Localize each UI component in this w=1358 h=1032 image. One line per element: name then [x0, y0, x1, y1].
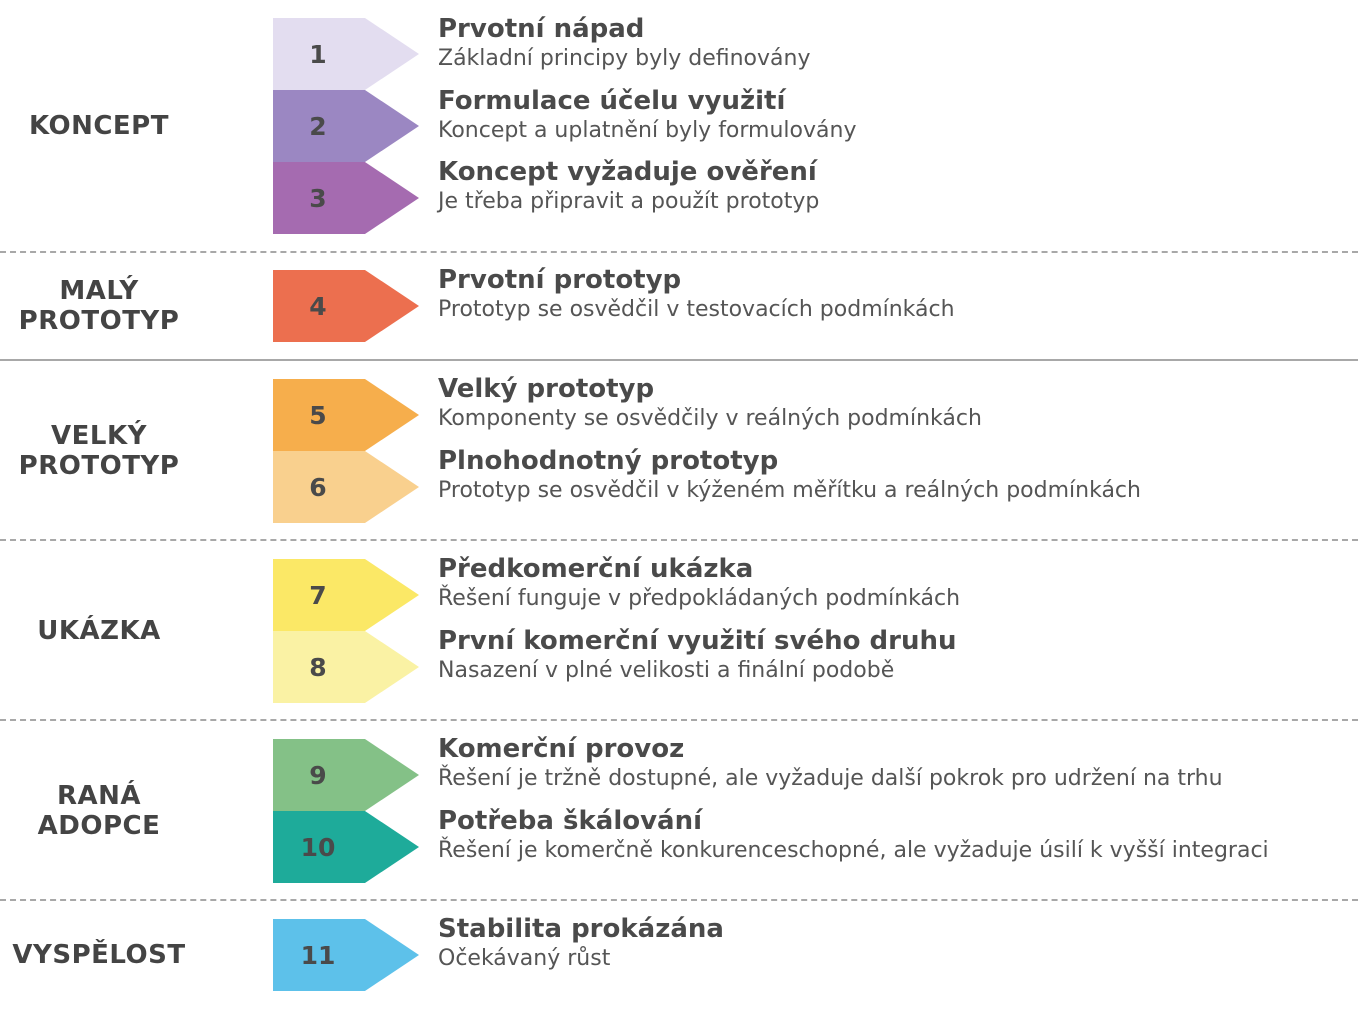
group-label-line: UKÁZKA — [37, 616, 161, 646]
stage-arrow: 5 — [273, 379, 419, 451]
stage-arrow: 10 — [273, 811, 419, 883]
group-label-maly-prototyp: MALÝ PROTOTYP — [0, 270, 198, 342]
stage-arrow: 8 — [273, 631, 419, 703]
stage-arrow: 7 — [273, 559, 419, 631]
stage-number: 11 — [300, 940, 336, 970]
stage-arrow: 6 — [273, 451, 419, 523]
stage-title: Prvotní prototyp — [438, 265, 682, 295]
stage-description: Řešení je komerčně konkurenceschopné, al… — [438, 838, 1269, 863]
stage-text: Plnohodnotný prototyp Prototyp se osvědč… — [438, 446, 1141, 506]
stage-text: Formulace účelu využití Koncept a uplatn… — [438, 86, 856, 146]
group-label-ukazka: UKÁZKA — [0, 595, 198, 667]
stage-text: Velký prototyp Komponenty se osvědčily v… — [438, 374, 982, 434]
stage-arrow: 4 — [273, 270, 419, 342]
stage-description: Očekávaný růst — [438, 946, 611, 971]
group-divider — [0, 251, 1358, 253]
stage-number: 9 — [309, 760, 327, 790]
group-label-line: RANÁ — [56, 781, 142, 811]
stage-number: 6 — [309, 472, 327, 502]
stage-arrow: 3 — [273, 162, 419, 234]
group-divider — [0, 719, 1358, 721]
group-label-line: PROTOTYP — [18, 451, 180, 481]
stage-arrow: 11 — [273, 919, 419, 991]
stage-description: Prototyp se osvědčil v testovacích podmí… — [438, 297, 955, 322]
stage-description: Prototyp se osvědčil v kýženém měřítku a… — [438, 478, 1141, 503]
stage-title: První komerční využití svého druhu — [438, 626, 957, 656]
stage-text: Koncept vyžaduje ověření Je třeba připra… — [438, 157, 819, 217]
group-label-rana-adopce: RANÁ ADOPCE — [0, 775, 198, 847]
stage-arrow: 2 — [273, 90, 419, 162]
group-label-line: ADOPCE — [37, 811, 161, 841]
stage-title: Potřeba škálování — [438, 806, 703, 836]
stage-number: 3 — [309, 183, 327, 213]
stage-title: Plnohodnotný prototyp — [438, 446, 779, 476]
stage-description: Koncept a uplatnění byly formulovány — [438, 118, 857, 143]
group-label-vyspelost: VYSPĚLOST — [0, 919, 198, 991]
group-label-line: KONCEPT — [29, 111, 169, 141]
group-divider — [0, 539, 1358, 541]
stage-number: 4 — [309, 291, 327, 321]
stage-title: Velký prototyp — [438, 374, 655, 404]
stage-text: Prvotní nápad Základní principy byly def… — [438, 14, 811, 74]
stage-text: Předkomerční ukázka Řešení funguje v pře… — [438, 554, 960, 614]
stage-text: První komerční využití svého druhu Nasaz… — [438, 626, 956, 686]
stage-number: 5 — [309, 400, 327, 430]
stage-text: Prvotní prototyp Prototyp se osvědčil v … — [438, 265, 955, 325]
stage-description: Je třeba připravit a použít prototyp — [438, 189, 820, 214]
stage-title: Předkomerční ukázka — [438, 554, 754, 584]
stage-text: Stabilita prokázána Očekávaný růst — [438, 914, 724, 974]
stage-arrow: 9 — [273, 739, 419, 811]
group-divider — [0, 899, 1358, 901]
stage-title: Komerční provoz — [438, 734, 685, 764]
group-label-velky-prototyp: VELKÝ PROTOTYP — [0, 415, 198, 487]
stage-description: Nasazení v plné velikosti a finální podo… — [438, 658, 895, 683]
stage-description: Komponenty se osvědčily v reálných podmí… — [438, 406, 982, 431]
stage-description: Základní principy byly definovány — [438, 46, 811, 71]
stage-number: 10 — [300, 832, 336, 862]
stage-title: Stabilita prokázána — [438, 914, 724, 944]
stage-description: Řešení funguje v předpokládaných podmínk… — [438, 586, 961, 611]
stage-number: 2 — [309, 111, 327, 141]
group-label-koncept: KONCEPT — [0, 90, 198, 162]
group-label-line: VELKÝ — [51, 421, 147, 451]
stage-title: Prvotní nápad — [438, 14, 645, 44]
stage-number: 7 — [309, 580, 327, 610]
stage-text: Potřeba škálování Řešení je komerčně kon… — [438, 806, 1269, 866]
stage-number: 8 — [309, 652, 327, 682]
stage-arrow: 1 — [273, 18, 419, 90]
group-label-line: MALÝ — [59, 276, 139, 306]
stage-title: Formulace účelu využití — [438, 86, 786, 116]
stage-description: Řešení je tržně dostupné, ale vyžaduje d… — [438, 766, 1223, 791]
group-label-line: VYSPĚLOST — [12, 940, 186, 970]
group-label-line: PROTOTYP — [18, 306, 180, 336]
group-divider — [0, 359, 1358, 361]
stage-title: Koncept vyžaduje ověření — [438, 157, 817, 187]
stage-number: 1 — [309, 39, 327, 69]
stage-text: Komerční provoz Řešení je tržně dostupné… — [438, 734, 1223, 794]
